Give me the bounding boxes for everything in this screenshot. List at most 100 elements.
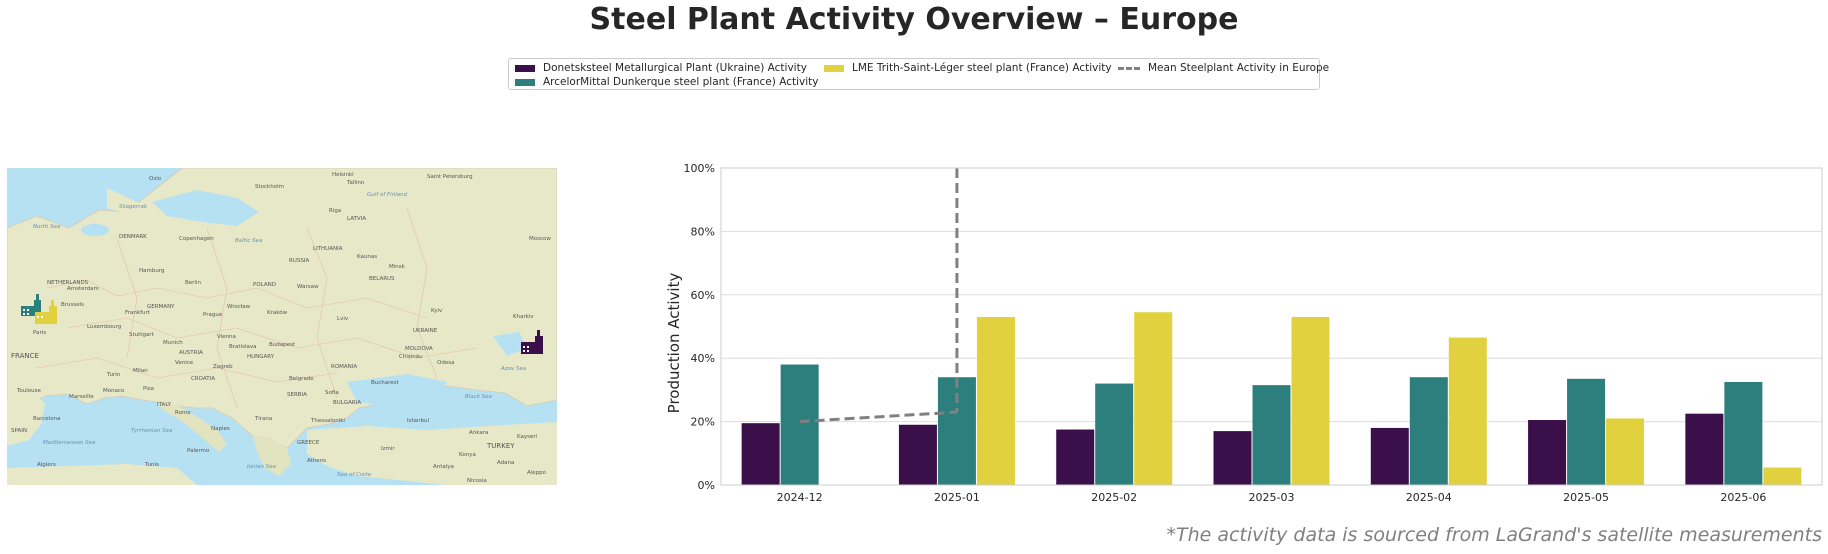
map-label-chisinau: Chișinău	[399, 354, 423, 360]
map-denmark-strait	[81, 224, 109, 236]
legend-swatch-donetsk	[515, 64, 535, 72]
map-label-lviv: Lviv	[337, 316, 349, 322]
x-tick-label: 2025-01	[934, 491, 980, 504]
map-label-north-sea: North Sea	[33, 224, 61, 230]
y-tick-label: 20%	[691, 416, 715, 429]
map-label-lithuania: LITHUANIA	[313, 246, 343, 252]
legend-item-mean: Mean Steelplant Activity in Europe	[1118, 62, 1329, 74]
map-label-luxembourg: Luxembourg	[87, 324, 121, 330]
map-label-copenhagen: Copenhagen	[179, 236, 214, 242]
map-label-turkey: TURKEY	[486, 442, 515, 450]
map-label-amsterdam: Amsterdam	[67, 286, 99, 292]
map-label-rome: Rome	[175, 410, 191, 416]
map-label-toulouse: Toulouse	[16, 388, 42, 394]
map-label-odesa: Odesa	[437, 360, 454, 366]
map-label-germany: GERMANY	[147, 304, 175, 310]
map-label-turin: Turin	[106, 372, 121, 378]
chart-legend: Donetsksteel Metallurgical Plant (Ukrain…	[508, 58, 1329, 90]
bar-donetsk	[1056, 429, 1095, 485]
bar-donetsk	[1528, 420, 1567, 485]
map-label-nicosia: Nicosia	[467, 478, 487, 484]
plot-frame	[720, 167, 1823, 486]
legend-label-mean: Mean Steelplant Activity in Europe	[1148, 62, 1330, 74]
map-land-iberia	[7, 394, 45, 446]
map-azov-sea	[493, 332, 527, 356]
y-tick-label: 0%	[698, 479, 715, 492]
map-label-crete-sea: Sea of Crete	[337, 472, 372, 478]
map-label-berlin: Berlin	[185, 280, 201, 286]
map-label-belarus: BELARUS	[369, 276, 395, 282]
bar-arcelor	[1409, 377, 1448, 485]
y-tick-label: 100%	[684, 162, 715, 175]
map-label-paris: Paris	[33, 330, 46, 336]
bar-arcelor	[1095, 383, 1134, 485]
map-label-thessaloniki: Thessaloniki	[310, 418, 345, 424]
map-label-istanbul: Istanbul	[407, 418, 429, 424]
legend-label-donetsk: Donetsksteel Metallurgical Plant (Ukrain…	[543, 62, 807, 74]
bar-donetsk	[1213, 431, 1252, 485]
map-label-munich: Munich	[163, 340, 183, 346]
legend-swatch-mean	[1118, 66, 1140, 70]
map-label-russia: RUSSIA	[289, 258, 309, 264]
map-label-st-petersburg: Saint Petersburg	[427, 174, 473, 180]
y-axis-label: Production Activity	[665, 273, 683, 414]
x-tick-label: 2025-02	[1091, 491, 1137, 504]
map-label-pisa: Pisa	[143, 386, 154, 392]
map-land-italy	[157, 402, 227, 452]
bar-arcelor	[780, 364, 819, 485]
map-label-kharkiv: Kharkiv	[513, 314, 534, 320]
map-label-izmir: Izmir	[381, 446, 395, 452]
x-tick-label: 2025-06	[1720, 491, 1766, 504]
bar-arcelor	[1252, 385, 1291, 485]
map-label-croatia: CROATIA	[191, 376, 215, 382]
map-label-kaunas: Kaunas	[357, 254, 377, 260]
bar-donetsk	[741, 423, 780, 485]
map-label-minsk: Minsk	[389, 264, 406, 270]
map-label-belgrade: Belgrade	[289, 376, 314, 382]
map-label-prague: Prague	[203, 312, 223, 318]
map-label-vienna: Vienna	[217, 334, 236, 340]
bar-lme	[976, 316, 1015, 485]
map-label-black-sea: Black Sea	[465, 394, 493, 400]
x-tick-label: 2025-03	[1249, 491, 1295, 504]
legend-item-lme: LME Trith-Saint-Léger steel plant (Franc…	[824, 62, 1112, 74]
map-label-serbia: SERBIA	[287, 392, 307, 398]
map-label-tallinn: Tallinn	[346, 180, 365, 186]
map-label-romania: ROMANIA	[331, 364, 357, 370]
map-label-adana: Adana	[497, 460, 514, 466]
map-label-france: FRANCE	[11, 352, 39, 360]
map-label-hungary: HUNGARY	[247, 354, 275, 360]
map-label-bucharest: Bucharest	[371, 380, 400, 386]
legend-label-arcelor: ArcelorMittal Dunkerque steel plant (Fra…	[543, 76, 819, 88]
map-label-brussels: Brussels	[61, 302, 84, 308]
map-label-moscow: Moscow	[529, 236, 551, 242]
map-land-greece	[253, 436, 291, 476]
legend-label-lme: LME Trith-Saint-Léger steel plant (Franc…	[852, 62, 1112, 74]
y-tick-label: 40%	[691, 352, 715, 365]
map-land-africa	[7, 464, 197, 485]
map-label-poland: POLAND	[253, 282, 276, 288]
map-label-oslo: Oslo	[149, 176, 162, 182]
map-label-kyiv: Kyiv	[431, 308, 443, 314]
map-label-helsinki: Helsinki	[332, 172, 354, 178]
bar-donetsk	[1685, 413, 1724, 485]
map-label-aleppo: Aleppo	[527, 470, 547, 476]
map-label-ukraine: UKRAINE	[413, 328, 438, 334]
legend-item-arcelor: ArcelorMittal Dunkerque steel plant (Fra…	[515, 76, 818, 88]
map-land-turkey	[307, 422, 557, 485]
map-label-milan: Milan	[133, 368, 148, 374]
bar-lme	[1763, 467, 1802, 485]
page-title: Steel Plant Activity Overview – Europe	[589, 2, 1239, 37]
map-label-latvia: LATVIA	[347, 216, 366, 222]
map-label-antalya: Antalya	[433, 464, 454, 470]
x-tick-label: 2025-04	[1406, 491, 1452, 504]
legend-item-donetsk: Donetsksteel Metallurgical Plant (Ukrain…	[515, 62, 807, 74]
map-label-konya: Konya	[459, 452, 476, 458]
map-label-gulf-finland: Gulf of Finland	[367, 192, 408, 198]
y-tick-label: 60%	[691, 289, 715, 302]
map-label-budapest: Budapest	[269, 342, 296, 348]
map-label-netherlands: NETHERLANDS	[47, 280, 89, 286]
bar-lme	[1448, 337, 1487, 485]
map-label-moldova: MOLDOVA	[405, 346, 433, 352]
mean-line	[799, 410, 958, 424]
